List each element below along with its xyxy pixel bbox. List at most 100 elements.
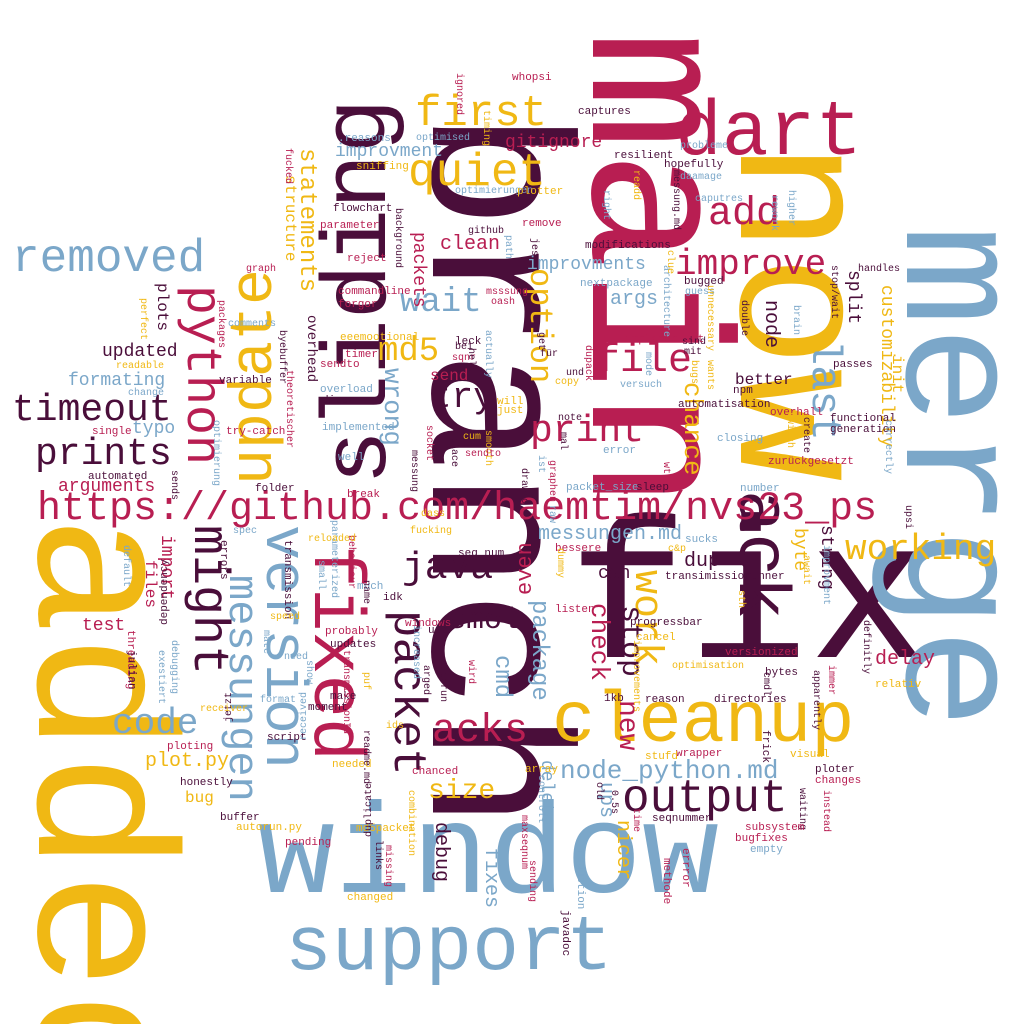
word-puf: puf bbox=[360, 672, 371, 691]
word-timing: timing bbox=[480, 110, 491, 147]
word-double: double bbox=[738, 300, 749, 337]
word-ignored: ignored bbox=[453, 73, 464, 116]
word-automated: automated bbox=[88, 471, 148, 483]
word-messung: messung bbox=[408, 450, 419, 493]
word-wrapper: wrapper bbox=[676, 748, 723, 760]
word-brain: brain bbox=[790, 305, 801, 336]
word-socket: socket bbox=[423, 425, 434, 462]
word-wird: wird bbox=[465, 660, 476, 685]
word-java: java bbox=[402, 547, 494, 590]
word-timer: timer bbox=[345, 349, 379, 361]
word-zuruckgesetzt: zurückgesetzt bbox=[768, 456, 854, 468]
word-error: error bbox=[603, 445, 637, 457]
word-reduction: reduction bbox=[574, 850, 586, 910]
word-actually: actually bbox=[482, 330, 493, 379]
word-create: create bbox=[800, 417, 811, 454]
word-code: code bbox=[112, 703, 199, 744]
word-split: split bbox=[843, 270, 863, 325]
word-combination: combination bbox=[405, 790, 416, 857]
word-path: path bbox=[502, 235, 513, 260]
word-add: add bbox=[708, 192, 781, 237]
word-runner: runner bbox=[745, 571, 785, 583]
word-structure: structure bbox=[281, 175, 299, 262]
word-fur: für bbox=[540, 349, 559, 360]
word-probleme: probleme bbox=[680, 141, 729, 152]
word-ploting: ploting bbox=[167, 741, 214, 753]
word-time: time bbox=[630, 808, 641, 833]
word-javadoc: javadoc bbox=[559, 910, 571, 957]
word-changed: changed bbox=[347, 892, 394, 904]
word-higher: higher bbox=[785, 190, 796, 227]
word-leck: leck bbox=[455, 336, 482, 348]
word-need: need bbox=[284, 652, 309, 663]
word-improvment: improvment bbox=[335, 142, 444, 162]
word-cleanup: cleanup bbox=[552, 681, 855, 763]
word-whopsi: whopsi bbox=[512, 72, 552, 84]
word-variable: variable bbox=[219, 375, 272, 387]
word-md5: md5 bbox=[378, 333, 440, 371]
word-cancel: cancel bbox=[636, 632, 676, 644]
word-nextpackage: nextpackage bbox=[580, 278, 653, 290]
word-bugged: bugged bbox=[684, 276, 724, 288]
word-make: make bbox=[330, 691, 357, 703]
word-wants: wants bbox=[704, 360, 715, 391]
word-dependency: dependency bbox=[159, 558, 171, 625]
word-duplicate: duplicate bbox=[364, 782, 375, 837]
word-autorun: autorun bbox=[437, 660, 448, 703]
word-help: help bbox=[465, 348, 476, 373]
word-1kb: 1kb bbox=[604, 693, 624, 705]
word-graph: graph bbox=[246, 264, 277, 275]
word-diese: diese bbox=[322, 395, 356, 407]
word-option: option bbox=[521, 268, 558, 384]
word-typo: typo bbox=[132, 419, 176, 439]
word-get: get bbox=[535, 332, 546, 351]
word-flowchart: flowchart bbox=[333, 203, 393, 215]
word-forgor: forgor bbox=[338, 299, 378, 311]
word-mal: mal bbox=[557, 432, 568, 451]
word-generation: generation bbox=[830, 424, 897, 436]
word-args: args bbox=[610, 288, 659, 311]
word-seq-num: seq_num bbox=[458, 548, 505, 560]
word-number: number bbox=[740, 483, 780, 495]
word-dass: dass bbox=[421, 509, 446, 520]
word-function: sendto bbox=[320, 359, 360, 371]
word-init: init bbox=[888, 355, 906, 394]
word-ploter: ploter bbox=[815, 764, 855, 776]
word-script: script bbox=[267, 732, 307, 744]
word-optimierungen: optimierungen bbox=[455, 186, 534, 197]
word-implemented: implemented bbox=[322, 422, 395, 434]
word-byebuffer: byebuffer bbox=[276, 330, 287, 385]
word-right: right bbox=[600, 190, 611, 221]
word-delay: delay bbox=[875, 648, 936, 671]
word-exestiert: exestiert bbox=[155, 650, 166, 705]
word-definitly: definitly bbox=[860, 620, 871, 675]
word-wrong: wrong bbox=[377, 368, 407, 447]
word-increased: increased bbox=[410, 625, 421, 680]
word-resilient: resilient bbox=[614, 150, 674, 162]
word-will: will bbox=[497, 396, 524, 408]
word-changes: changes bbox=[815, 775, 862, 787]
word-improvment-small: improvment bbox=[820, 545, 831, 606]
word-rework: rework bbox=[768, 195, 779, 232]
word-messungen-md: messungen.md bbox=[538, 523, 683, 546]
word-copy: copy bbox=[555, 377, 580, 388]
word-sth: sth bbox=[735, 590, 746, 609]
word-sends: sends bbox=[168, 470, 179, 501]
word-sendto: sendto bbox=[465, 449, 502, 460]
word-parameter: parameter bbox=[320, 220, 380, 232]
word-dup: dup bbox=[684, 550, 721, 573]
word-arged: arged bbox=[420, 665, 431, 696]
word-show: show bbox=[303, 660, 314, 685]
word-maxseqnum: maxseqnum bbox=[518, 815, 529, 870]
word-packages: packages bbox=[215, 300, 226, 349]
word-npm: npm bbox=[733, 385, 753, 397]
word-break: break bbox=[347, 489, 381, 501]
word-gitignore: gitignore bbox=[505, 133, 603, 153]
word-buffer: buffer bbox=[220, 812, 260, 824]
word-format: format bbox=[260, 695, 297, 706]
word-listen: listen bbox=[555, 604, 595, 616]
word-folder: folder bbox=[255, 483, 295, 495]
word-github-url: https://github.com/haemtim/nvs23_ps bbox=[37, 487, 878, 532]
word-links: links bbox=[372, 840, 383, 871]
word-readme-md: readme.md bbox=[360, 730, 371, 785]
